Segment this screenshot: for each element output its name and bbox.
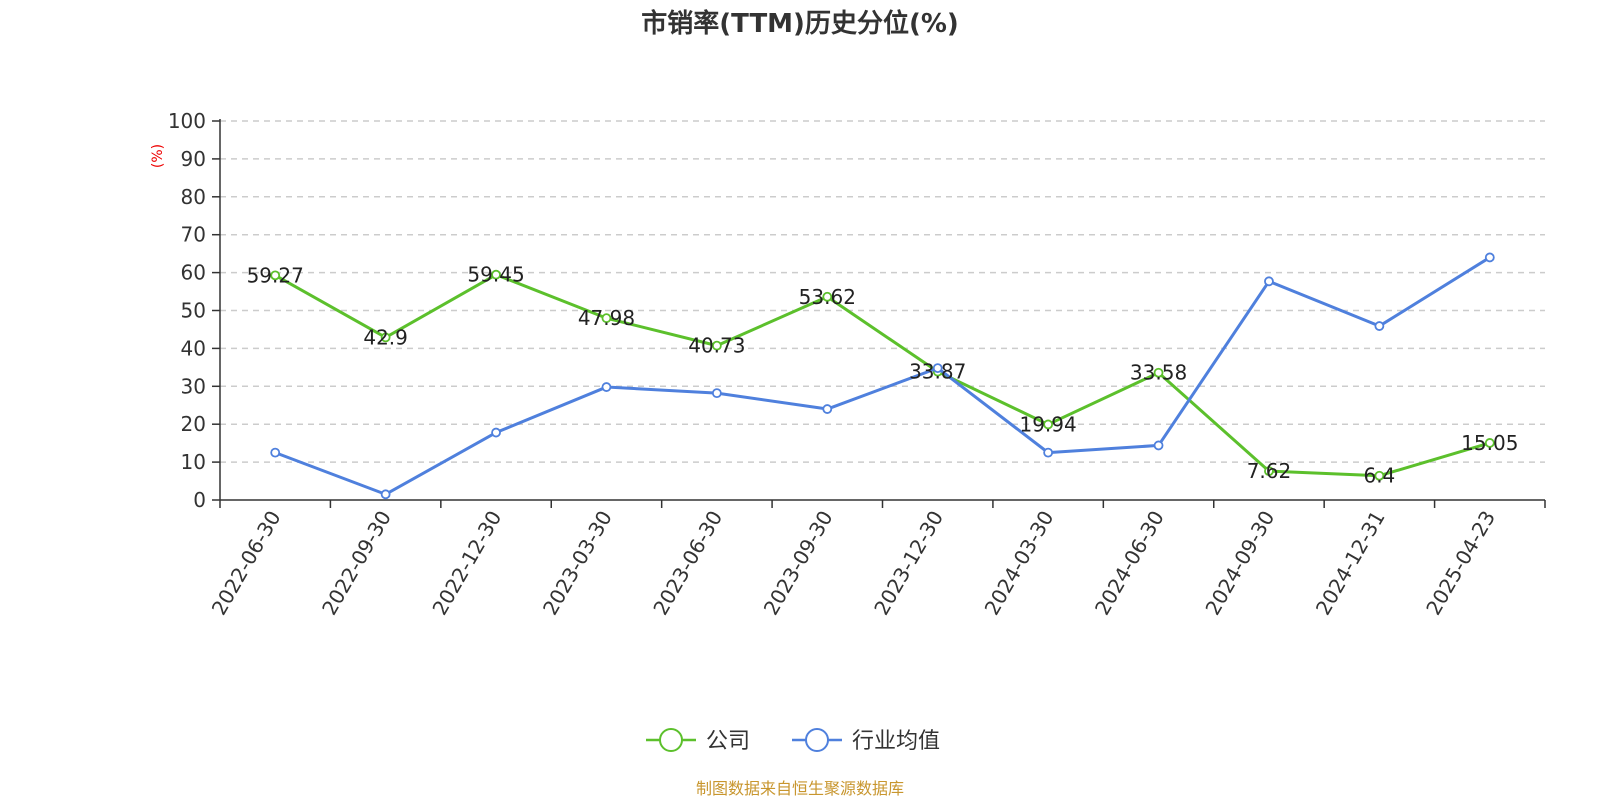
y-axis-unit: (%)	[150, 144, 166, 168]
series-point-1	[711, 388, 722, 399]
series-point-0	[491, 269, 501, 280]
legend-label: 公司	[706, 729, 750, 754]
series-line-0	[274, 273, 1491, 478]
grid	[220, 120, 1545, 463]
series-point-1	[1043, 447, 1054, 458]
axes: 0 10 20 30 40 50 60 70 80 90 100 2022-06-30 2022-09-…	[168, 109, 1546, 620]
x-tick-label: 2022-06-30	[207, 507, 286, 620]
data-label: 6.4	[1363, 464, 1395, 488]
y-tick-label: 40	[181, 336, 206, 360]
x-tick-label: 2024-03-30	[980, 507, 1059, 620]
source-note: 制图数据来自恒生聚源数据库	[696, 779, 904, 798]
y-tick-label: 80	[181, 185, 206, 209]
x-tick-label: 2023-06-30	[648, 507, 727, 620]
series-point-0	[711, 340, 722, 351]
x-tick-label: 2025-04-23	[1421, 507, 1500, 620]
series-point-1	[1484, 252, 1495, 263]
x-tick-label: 2023-03-30	[538, 507, 617, 620]
legend-label: 行业均值	[852, 729, 940, 754]
data-label: 59.45	[467, 263, 524, 287]
series-point-0	[1374, 470, 1385, 481]
series-point-0	[270, 270, 281, 281]
y-tick-label: 30	[181, 374, 206, 398]
series-point-0	[1264, 466, 1274, 477]
y-tick-label: 90	[181, 147, 206, 171]
data-label: 59.27	[247, 263, 304, 287]
x-tick-label: 2024-06-30	[1090, 507, 1169, 620]
series-point-0	[1484, 438, 1495, 448]
legend-marker	[659, 728, 683, 752]
series-point-0	[601, 313, 612, 324]
y-tick-label: 0	[193, 488, 206, 512]
legend-marker	[805, 728, 829, 752]
data-labels: 59.27 42.9 59.45 47.98 40.73 53.62 33.87 19.94 3…	[247, 263, 1519, 488]
data-label: 33.58	[1130, 361, 1187, 385]
y-tick-label: 70	[181, 223, 206, 247]
series-point-1	[932, 363, 943, 374]
series-point-0	[1153, 367, 1164, 378]
chart-title: 市销率(TTM)历史分位(%)	[641, 8, 959, 39]
x-tick-label: 2023-12-30	[869, 506, 948, 619]
legend-item-1[interactable]: 行业均值	[792, 728, 940, 754]
series-point-1	[822, 404, 833, 414]
series-point-1	[1264, 276, 1274, 287]
series-point-0	[380, 332, 391, 343]
x-tick-label: 2022-09-30	[317, 507, 396, 620]
series-point-1	[601, 382, 612, 392]
y-tick-label: 10	[181, 450, 206, 474]
series-point-1	[270, 447, 281, 458]
y-tick-label: 20	[181, 412, 206, 436]
y-tick-label: 50	[181, 299, 206, 323]
x-tick-label: 2024-09-30	[1200, 507, 1279, 620]
y-tick-label: 60	[181, 261, 206, 285]
data-label: 53.62	[799, 285, 856, 309]
data-label: 19.94	[1019, 412, 1076, 436]
x-tick-label: 2024-12-31	[1311, 507, 1390, 620]
series	[270, 252, 1495, 500]
data-label: 47.98	[578, 306, 635, 330]
series-point-1	[491, 427, 501, 438]
legend: 公司 行业均值	[646, 728, 940, 754]
series-point-0	[822, 291, 833, 302]
data-label: 40.73	[688, 334, 745, 358]
x-tick-label: 2023-09-30	[759, 507, 838, 620]
series-line-1	[274, 256, 1491, 496]
legend-item-0[interactable]: 公司	[646, 728, 750, 754]
series-point-0	[1043, 419, 1054, 430]
series-point-1	[1153, 440, 1164, 451]
x-tick-label: 2022-12-30	[427, 506, 506, 619]
data-label: 15.05	[1461, 431, 1518, 455]
y-tick-label: 100	[168, 109, 206, 133]
data-label: 42.9	[363, 325, 408, 349]
data-label: 7.62	[1247, 459, 1292, 483]
series-point-1	[380, 489, 391, 500]
series-point-1	[1374, 321, 1385, 331]
data-label: 33.87	[909, 360, 966, 384]
